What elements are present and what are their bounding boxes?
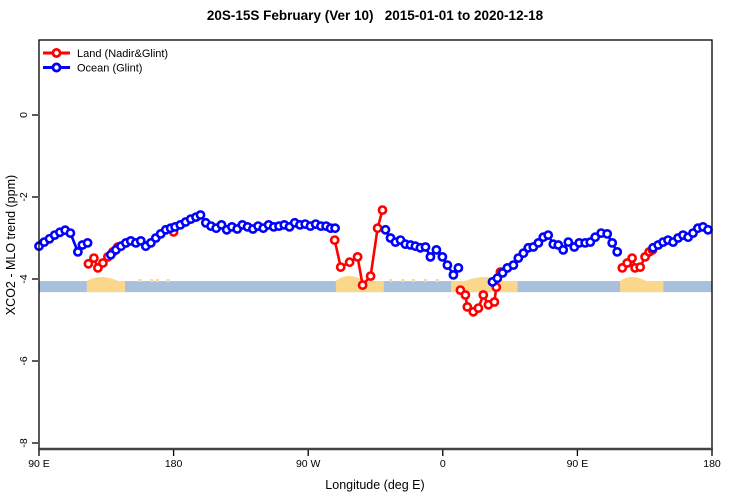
land-speckle [166,279,170,283]
land-data-point [352,251,363,262]
ocean-data-point [437,251,448,262]
ocean-data-point [380,224,391,235]
land-speckle [435,279,439,283]
legend-marker [51,62,62,73]
x-tick-label: 0 [440,458,446,470]
y-tick-label: -2 [18,192,30,201]
land-data-point [478,290,489,300]
ocean-data-point [612,246,623,257]
land-series-line [459,270,502,314]
land-data-point [377,205,388,215]
land-data-point [335,262,346,272]
land-data-point [98,258,108,268]
legend-marker [51,48,62,59]
land-data-point [473,303,484,313]
ocean-data-point [453,262,464,273]
x-tick-label: 90 E [567,458,589,470]
land-data-point [627,253,637,263]
y-tick-label: 0 [18,112,30,118]
land-speckle [156,279,160,283]
x-tick-label: 90 E [28,458,50,470]
ocean-data-point [65,228,76,238]
land-data-point [460,290,471,300]
land-band-patch [86,277,125,293]
ocean-data-point [73,246,83,257]
x-axis-title: Longitude (deg E) [325,478,425,492]
land-data-point [635,262,646,272]
land-speckle [401,279,405,283]
land-data-point [83,258,94,269]
legend-label: Land (Nadir&Glint) [77,48,168,60]
ocean-data-point [420,242,431,252]
land-series-line [333,208,384,287]
ocean-data-point [431,244,442,255]
ocean-data-point [195,210,206,220]
land-speckle [150,279,154,283]
ocean-data-point [533,237,544,248]
land-data-point [344,257,355,268]
ocean-data-point [543,230,554,240]
legend-label: Ocean (Glint) [77,63,142,75]
land-speckle [389,279,393,283]
ocean-data-point [563,237,574,247]
y-axis-title: XCO2 - MLO trend (ppm) [4,174,18,316]
land-data-point [462,301,473,312]
y-tick-label: -6 [18,356,30,365]
x-tick-label: 180 [165,458,183,470]
land-speckle [411,279,415,283]
land-data-point [357,280,368,290]
land-data-point [365,271,376,281]
chart-title: 20S-15S February (Ver 10) 2015-01-01 to … [206,8,544,23]
ocean-data-point [330,223,340,234]
land-data-point [489,297,500,307]
x-tick-label: 180 [703,458,721,470]
y-tick-label: -4 [18,274,30,283]
ocean-data-point [448,269,459,280]
land-data-point [372,223,383,234]
ocean-data-point [602,228,613,239]
ocean-data-point [558,244,569,255]
ocean-data-point [82,237,93,248]
x-tick-label: 90 W [296,458,321,470]
ocean-data-point [442,260,453,270]
ocean-data-point [703,224,713,235]
y-tick-label: -8 [18,438,30,447]
ocean-data-point [508,260,519,270]
land-data-point [329,235,340,245]
ocean-data-point [425,251,436,262]
land-band-patch [620,277,664,293]
land-speckle [423,279,427,283]
land-speckle [138,279,142,283]
land-data-point [89,253,99,263]
ocean-data-point [607,237,618,248]
